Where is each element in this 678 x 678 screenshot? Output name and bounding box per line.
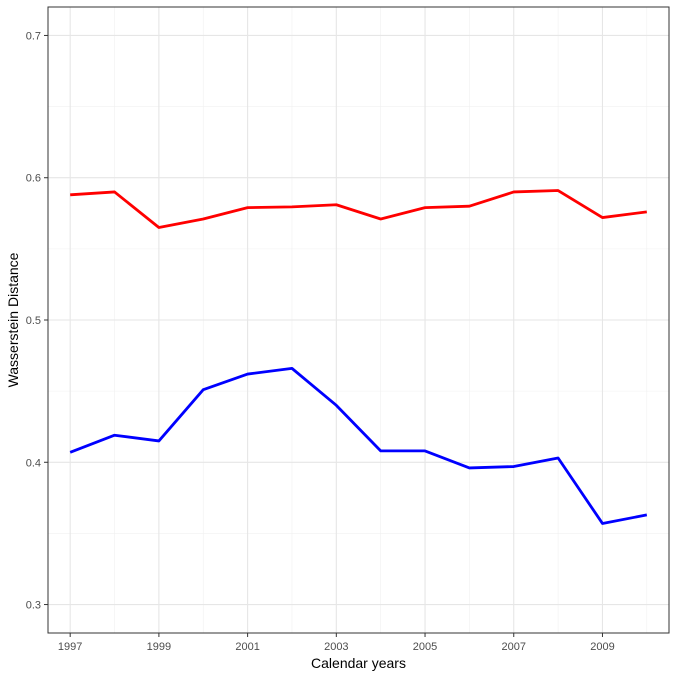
x-tick-label: 2007: [502, 641, 526, 653]
x-axis-title: Calendar years: [311, 655, 406, 671]
x-tick-label: 1999: [147, 641, 171, 653]
y-tick-label: 0.3: [26, 600, 41, 612]
y-tick-label: 0.5: [26, 315, 41, 327]
x-tick-label: 1997: [58, 641, 82, 653]
grid-lines: [48, 7, 669, 633]
y-axis-title: Wasserstein Distance: [5, 252, 21, 387]
series-lines: [69, 189, 648, 525]
series-line-1: [70, 189, 647, 229]
y-tick-label: 0.4: [26, 457, 41, 469]
x-tick-label: 2001: [235, 641, 259, 653]
series-line-2: [69, 366, 648, 525]
y-tick-label: 0.7: [26, 30, 41, 42]
y-tick-label: 0.6: [26, 173, 41, 185]
axis-ticks: 1997 1999 2001 2003 2005 2007 2009 0.3 0.4 0.5 0.6…: [26, 30, 615, 653]
x-tick-label: 2003: [324, 641, 348, 653]
x-tick-label: 2009: [590, 641, 614, 653]
x-tick-label: 2005: [413, 641, 437, 653]
